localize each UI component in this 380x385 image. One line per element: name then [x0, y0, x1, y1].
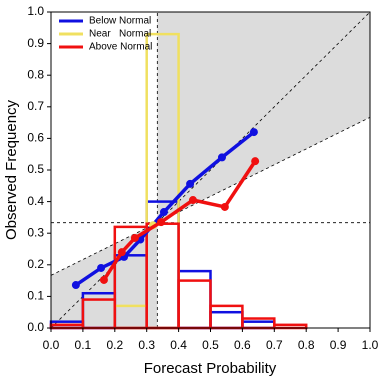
legend-label: Near Normal	[89, 29, 151, 40]
reliability-point	[157, 218, 166, 227]
y-tick-label: 0.4	[27, 194, 44, 208]
reliability-point	[97, 263, 106, 272]
y-tick-label: 0.9	[27, 36, 44, 50]
y-tick-label: 0.0	[27, 320, 44, 334]
reliability-point	[220, 202, 229, 211]
reliability-point	[249, 128, 258, 137]
x-tick-label: 1.0	[362, 338, 379, 352]
y-tick-label: 0.5	[27, 162, 44, 176]
x-axis-label: Forecast Probability	[144, 360, 277, 377]
reliability-point	[188, 196, 197, 205]
x-tick-label: 0.2	[106, 338, 123, 352]
histogram-bar	[209, 310, 244, 330]
histogram-bar	[241, 317, 276, 330]
x-tick-label: 0.8	[298, 338, 315, 352]
y-tick-label: 1.0	[27, 4, 44, 18]
histogram-bar	[177, 279, 212, 330]
reliability-point	[217, 153, 226, 162]
y-tick-label: 0.8	[27, 67, 44, 81]
x-tick-label: 0.3	[138, 338, 155, 352]
legend-label: Below Normal	[89, 16, 151, 27]
y-tick-label: 0.7	[27, 99, 44, 113]
reliability-point	[251, 157, 260, 166]
x-tick-label: 0.7	[266, 338, 283, 352]
x-tick-label: 0.9	[330, 338, 347, 352]
y-tick-label: 0.3	[27, 225, 44, 239]
x-tick-label: 0.6	[234, 338, 251, 352]
y-tick-label: 0.6	[27, 131, 44, 145]
y-axis-label: Observed Frequency	[3, 99, 20, 240]
y-tick-label: 0.2	[27, 257, 44, 271]
reliability-point	[117, 248, 126, 257]
reliability-point	[71, 281, 80, 290]
x-tick-label: 0.5	[202, 338, 219, 352]
x-tick-label: 0.1	[75, 338, 92, 352]
reliability-point	[159, 208, 168, 217]
reliability-point	[186, 179, 195, 188]
reliability-point	[130, 233, 139, 242]
no-skill-line	[50, 116, 371, 276]
legend-label: Above Normal	[89, 42, 152, 53]
y-tick-label: 0.1	[27, 289, 44, 303]
x-tick-label: 0.0	[43, 338, 60, 352]
perfect-reliability-line	[50, 11, 371, 329]
reliability-point	[99, 275, 108, 284]
histogram-bar	[209, 304, 244, 330]
x-tick-label: 0.4	[170, 338, 187, 352]
